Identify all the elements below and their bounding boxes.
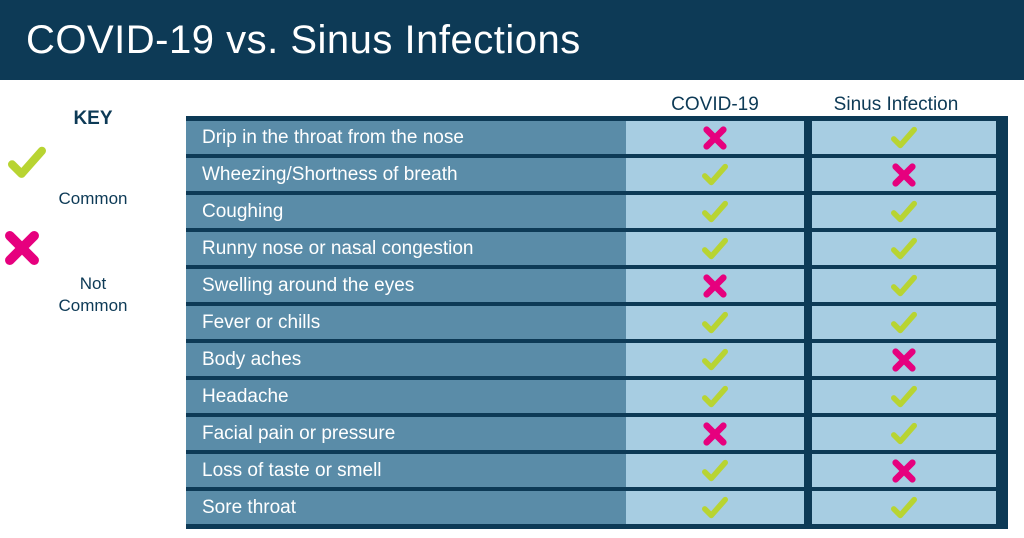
legend-item-not-common: Not Common bbox=[0, 229, 186, 316]
symptom-label: Swelling around the eyes bbox=[186, 269, 626, 302]
legend-heading: KEY bbox=[0, 108, 186, 130]
page-title: COVID-19 vs. Sinus Infections bbox=[26, 18, 581, 63]
check-icon bbox=[626, 491, 804, 524]
check-icon bbox=[626, 454, 804, 487]
column-header-covid: COVID-19 bbox=[626, 94, 804, 116]
cross-icon bbox=[626, 121, 804, 154]
table-row: Drip in the throat from the nose bbox=[186, 121, 1008, 154]
cross-icon bbox=[626, 269, 804, 302]
check-icon bbox=[626, 343, 804, 376]
table-row: Loss of taste or smell bbox=[186, 454, 1008, 487]
legend-panel: KEY Common Not Common bbox=[0, 84, 186, 538]
table-row: Wheezing/Shortness of breath bbox=[186, 158, 1008, 191]
content-area: KEY Common Not Common COVID-19 Sinus Inf… bbox=[0, 80, 1024, 538]
legend-label-common: Common bbox=[0, 188, 186, 209]
cross-icon bbox=[812, 454, 996, 487]
cross-icon bbox=[626, 417, 804, 450]
table-header-row: COVID-19 Sinus Infection bbox=[186, 84, 1008, 116]
symptom-label: Sore throat bbox=[186, 491, 626, 524]
check-icon bbox=[812, 417, 996, 450]
table-row: Facial pain or pressure bbox=[186, 417, 1008, 450]
table-row: Coughing bbox=[186, 195, 1008, 228]
table-row: Fever or chills bbox=[186, 306, 1008, 339]
table-row: Headache bbox=[186, 380, 1008, 413]
check-icon bbox=[626, 380, 804, 413]
cross-icon bbox=[812, 158, 996, 191]
symptom-label: Drip in the throat from the nose bbox=[186, 121, 626, 154]
table-row: Body aches bbox=[186, 343, 1008, 376]
check-icon bbox=[626, 195, 804, 228]
table-row: Sore throat bbox=[186, 491, 1008, 524]
check-icon bbox=[626, 306, 804, 339]
symptom-label: Headache bbox=[186, 380, 626, 413]
symptom-label: Fever or chills bbox=[186, 306, 626, 339]
comparison-table: COVID-19 Sinus Infection Drip in the thr… bbox=[186, 84, 1024, 538]
symptom-label: Coughing bbox=[186, 195, 626, 228]
title-bar: COVID-19 vs. Sinus Infections bbox=[0, 0, 1024, 80]
check-icon bbox=[812, 269, 996, 302]
check-icon bbox=[626, 158, 804, 191]
table-row: Swelling around the eyes bbox=[186, 269, 1008, 302]
symptom-label: Body aches bbox=[186, 343, 626, 376]
legend-label-not-common: Not Common bbox=[0, 273, 186, 316]
column-header-sinus: Sinus Infection bbox=[804, 94, 988, 116]
check-icon bbox=[812, 380, 996, 413]
cross-icon bbox=[0, 229, 186, 267]
check-icon bbox=[812, 195, 996, 228]
cross-icon bbox=[812, 343, 996, 376]
legend-item-common: Common bbox=[0, 144, 186, 209]
table-row: Runny nose or nasal congestion bbox=[186, 232, 1008, 265]
check-icon bbox=[812, 121, 996, 154]
check-icon bbox=[812, 306, 996, 339]
symptom-label: Wheezing/Shortness of breath bbox=[186, 158, 626, 191]
table-body: Drip in the throat from the nose Wheezing… bbox=[186, 116, 1008, 529]
check-icon bbox=[812, 232, 996, 265]
check-icon bbox=[626, 232, 804, 265]
symptom-label: Facial pain or pressure bbox=[186, 417, 626, 450]
check-icon bbox=[812, 491, 996, 524]
symptom-label: Runny nose or nasal congestion bbox=[186, 232, 626, 265]
check-icon bbox=[0, 144, 186, 182]
symptom-label: Loss of taste or smell bbox=[186, 454, 626, 487]
